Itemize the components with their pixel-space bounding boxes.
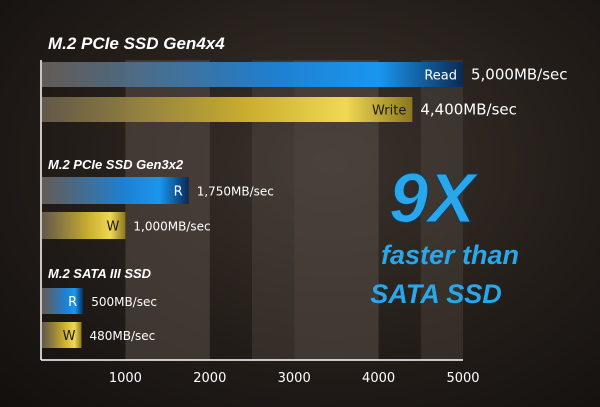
speedup-caption-line2: SATA SSD [370,279,502,309]
bar-value-label: 500MB/sec [91,295,157,309]
bar-read [42,288,84,314]
bar-inner-label: Read [424,69,457,84]
bar-value-label: 5,000MB/sec [471,66,568,84]
bar-value-label: 1,750MB/sec [197,185,274,199]
axes [40,60,463,361]
grid-band [420,60,463,360]
bar-value-label: 1,000MB/sec [133,220,210,234]
bar-value-label: 4,400MB/sec [420,101,517,119]
speedup-multiplier: 9X [389,159,479,237]
bar-read [42,177,189,204]
bar-value-label: 480MB/sec [90,329,156,343]
bar-inner-label: Write [372,104,406,119]
x-tick-labels: 1000 2000 3000 4000 5000 [109,371,480,386]
bar-inner-label: W [63,329,76,344]
speedup-caption-line1: faster than [381,240,519,270]
group-title-sata: M.2 SATA III SSD [48,266,152,281]
x-tick-label: 4000 [362,371,395,386]
x-tick-label: 1000 [109,371,142,386]
bar-inner-label: W [107,220,120,235]
group-title-gen3x2: M.2 PCIe SSD Gen3x2 [48,157,184,172]
bar-write [42,212,126,239]
bar-write [42,322,82,348]
bar-write [42,97,413,122]
x-tick-label: 5000 [446,371,479,386]
bar-inner-label: R [68,295,77,310]
x-tick-label: 3000 [278,371,311,386]
bar-inner-label: R [174,185,183,200]
x-tick-label: 2000 [193,371,226,386]
bar-read [42,62,463,87]
group-title-gen4x4: M.2 PCIe SSD Gen4x4 [48,34,225,53]
bars: Read 5,000MB/sec Write 4,400MB/sec R 1,750MB/… [42,62,568,348]
